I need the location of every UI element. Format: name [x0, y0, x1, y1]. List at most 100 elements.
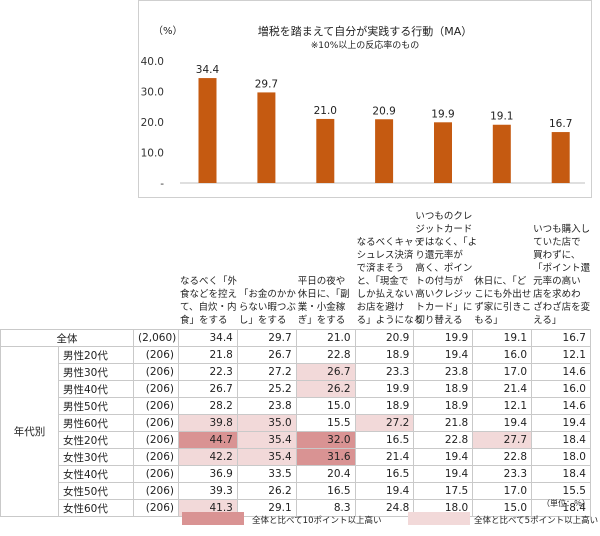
category-label: なるべく「外 食などを控え て、自炊・内 食」をする [180, 276, 238, 326]
chart-subtitle: ※10%以上の反応率のもの [310, 41, 420, 51]
table-cell: 19.9 [354, 380, 415, 398]
sample-size: (206) [133, 363, 179, 381]
bar-value-label: 19.1 [490, 111, 513, 123]
table-cell: 21.4 [472, 380, 533, 398]
table-cell: 16.0 [531, 380, 591, 398]
table-cell: 22.8 [472, 448, 533, 466]
table-row: 女性50代 (206) 39.3 26.2 16.5 19.4 17.5 17.0 15.5 [1, 482, 591, 500]
table-cell: 16.5 [295, 482, 356, 500]
group-label: 年代別 [0, 346, 59, 517]
table-cell: 18.4 [531, 431, 591, 449]
table-row: 男性40代 (206) 26.7 25.2 26.2 19.9 18.9 21.4 16.0 [1, 380, 591, 398]
sample-size: (206) [133, 346, 179, 364]
table-row: 女性30代 (206) 42.2 35.4 31.6 21.4 19.4 22.8 18.0 [1, 448, 591, 466]
bar [551, 132, 570, 183]
table-cell: 29.1 [236, 499, 297, 517]
table-cell: 27.2 [354, 414, 415, 432]
table-row: 男性30代 (206) 22.3 27.2 26.7 23.3 23.8 17.0 14.6 [1, 363, 591, 381]
category-label: 「お金のかか らない暇つぶ し」をする [238, 289, 296, 326]
table-cell: 19.4 [531, 414, 591, 432]
category-label: なるべくキャッ シュレス決済 で済まそう と、「現金で しか払えない お店を避け… [356, 237, 424, 326]
table-cell: 23.8 [413, 363, 474, 381]
table-cell: 18.9 [413, 380, 474, 398]
table-cell: 21.4 [354, 448, 415, 466]
table-cell: 28.2 [178, 397, 238, 415]
unit-note: （単位：％） [542, 499, 590, 508]
table-cell: 23.3 [472, 465, 533, 483]
sample-size: (206) [133, 431, 179, 449]
y-tick-label: 40.0 [141, 56, 164, 68]
table-cell: 36.9 [178, 465, 238, 483]
sample-size: (206) [133, 482, 179, 500]
table-row: 女性60代 (206) 41.3 29.1 8.3 24.8 18.0 15.0 18.4 [1, 499, 591, 517]
row-label: 男性60代 [58, 414, 134, 432]
y-tick-label: 10.0 [141, 148, 164, 160]
table-cell: 27.2 [236, 363, 297, 381]
y-tick-label: - [160, 178, 164, 190]
sample-size: (206) [133, 465, 179, 483]
row-label: 男性50代 [58, 397, 134, 415]
legend-text-light: 全体と比べて5ポイント以上高い [474, 516, 599, 526]
table-cell: 22.8 [295, 346, 356, 364]
table-cell: 31.6 [295, 448, 356, 466]
table-cell: 21.0 [295, 329, 356, 347]
table-cell: 18.9 [413, 397, 474, 415]
row-label: 女性20代 [58, 431, 134, 449]
table-cell: 24.8 [354, 499, 415, 517]
table-cell: 19.1 [472, 329, 533, 347]
table-cell: 17.5 [413, 482, 474, 500]
table-cell: 39.8 [178, 414, 238, 432]
table-row: 男性60代 (206) 39.8 35.0 15.5 27.2 21.8 19.4 19.4 [1, 414, 591, 432]
sample-size: (206) [133, 448, 179, 466]
table-cell: 22.8 [413, 431, 474, 449]
table-row: 女性40代 (206) 36.9 33.5 20.4 16.5 19.4 23.3 18.4 [1, 465, 591, 483]
table-cell: 19.4 [413, 465, 474, 483]
table-cell: 26.2 [295, 380, 356, 398]
table-cell: 19.9 [413, 329, 474, 347]
bar-value-label: 21.0 [314, 105, 337, 117]
bar-value-label: 20.9 [372, 105, 395, 117]
data-table: 全体 (2,060) 34.4 29.7 21.0 20.9 19.9 19.1 16.7 年代別… [0, 329, 591, 517]
category-label: いつも購入し ていた店で 買わずに、 「ポイント還 元率の高い 店を求めわ ざわ… [533, 224, 591, 326]
row-label: 男性20代 [58, 346, 134, 364]
row-label: 女性50代 [58, 482, 134, 500]
row-label: 全体 [0, 329, 134, 347]
table-cell: 26.7 [178, 380, 238, 398]
table-cell: 27.7 [472, 431, 533, 449]
table-cell: 16.7 [531, 329, 591, 347]
table-cell: 39.3 [178, 482, 238, 500]
bar [257, 92, 276, 183]
bar [375, 119, 394, 183]
bar-value-label: 29.7 [255, 78, 278, 90]
table-cell: 8.3 [295, 499, 356, 517]
table-cell: 44.7 [178, 431, 238, 449]
table-row: 男性50代 (206) 28.2 23.8 15.0 18.9 18.9 12.1 14.6 [1, 397, 591, 415]
table-cell: 14.6 [531, 397, 591, 415]
table-cell: 35.4 [236, 431, 297, 449]
row-label: 男性40代 [58, 380, 134, 398]
table-cell: 25.2 [236, 380, 297, 398]
table-cell: 34.4 [178, 329, 238, 347]
row-label: 女性40代 [58, 465, 134, 483]
category-label: 休日に、「ど こにも外出せ ず家に引きこ もる」 [474, 276, 532, 326]
table-cell: 20.4 [295, 465, 356, 483]
row-label: 男性30代 [58, 363, 134, 381]
table-cell: 42.2 [178, 448, 238, 466]
table-cell: 26.7 [295, 363, 356, 381]
sample-size: (206) [133, 414, 179, 432]
chart-title: 増税を踏まえて自分が実践する行動（MA） [257, 25, 473, 38]
row-label: 女性60代 [58, 499, 134, 517]
table-cell: 23.3 [354, 363, 415, 381]
table-cell: 19.4 [413, 346, 474, 364]
y-axis-unit: （%） [153, 26, 183, 37]
table-cell: 15.5 [295, 414, 356, 432]
legend-swatch-light [408, 512, 470, 525]
table-cell: 16.0 [472, 346, 533, 364]
table-cell: 18.4 [531, 465, 591, 483]
table-cell: 33.5 [236, 465, 297, 483]
table-cell: 16.5 [354, 465, 415, 483]
table-cell: 14.6 [531, 363, 591, 381]
table-cell: 19.4 [472, 414, 533, 432]
sample-size: (206) [133, 499, 179, 517]
y-tick-label: 20.0 [141, 117, 164, 129]
